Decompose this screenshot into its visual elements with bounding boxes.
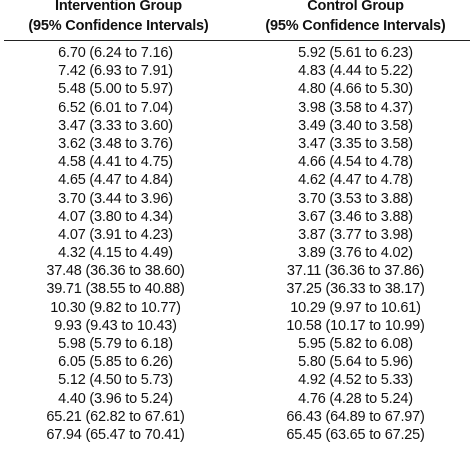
control-value-cell: 3.89 (3.76 to 4.02) bbox=[298, 245, 413, 262]
table-row: 4.65 (4.47 to 4.84) 4.62 (4.47 to 4.78) bbox=[0, 171, 474, 189]
control-value-cell: 5.95 (5.82 to 6.08) bbox=[298, 336, 413, 352]
intervention-value-cell: 65.21 (62.82 to 67.61) bbox=[46, 408, 185, 425]
table-row: 10.30 (9.82 to 10.77) 10.29 (9.97 to 10.6… bbox=[0, 299, 474, 317]
table-row: 3.62 (3.48 to 3.76) 3.47 (3.35 to 3.58) bbox=[0, 135, 474, 153]
control-value-cell: 3.87 (3.77 to 3.98) bbox=[298, 226, 413, 243]
control-value-cell: 3.67 (3.46 to 3.88) bbox=[298, 208, 413, 225]
intervention-value-cell: 4.58 (4.41 to 4.75) bbox=[58, 154, 173, 171]
intervention-value-cell: 5.98 (5.79 to 6.18) bbox=[58, 336, 173, 352]
control-value-cell: 3.47 (3.35 to 3.58) bbox=[298, 135, 413, 152]
table-row: 65.21 (62.82 to 67.61) 66.43 (64.89 to 67… bbox=[0, 408, 474, 426]
table-body: 6.70 (6.24 to 7.16) 5.92 (5.61 to 6.23) 7.… bbox=[0, 44, 474, 444]
control-value-cell: 10.58 (10.17 to 10.99) bbox=[286, 317, 425, 334]
table-row: 6.52 (6.01 to 7.04) 3.98 (3.58 to 4.37) bbox=[0, 99, 474, 117]
control-value-cell: 4.62 (4.47 to 4.78) bbox=[298, 172, 413, 189]
intervention-value-cell: 67.94 (65.47 to 70.41) bbox=[46, 426, 185, 443]
control-header-subtitle: (95% Confidence Intervals) bbox=[265, 18, 446, 34]
table-row: 6.70 (6.24 to 7.16) 5.92 (5.61 to 6.23) bbox=[0, 44, 474, 62]
control-value-cell: 10.29 (9.97 to 10.61) bbox=[290, 299, 421, 316]
table-row: 9.93 (9.43 to 10.43) 10.58 (10.17 to 10.9… bbox=[0, 317, 474, 335]
control-value-cell: 65.45 (63.65 to 67.25) bbox=[286, 426, 425, 443]
intervention-value-cell: 4.40 (3.96 to 5.24) bbox=[58, 390, 173, 407]
table-row: 4.40 (3.96 to 5.24) 4.76 (4.28 to 5.24) bbox=[0, 390, 474, 408]
control-value-cell: 3.70 (3.53 to 3.88) bbox=[298, 190, 413, 207]
table-row: 37.48 (36.36 to 38.60) 37.11 (36.36 to 37… bbox=[0, 262, 474, 280]
intervention-value-cell: 9.93 (9.43 to 10.43) bbox=[54, 317, 177, 334]
control-value-cell: 37.25 (36.33 to 38.17) bbox=[286, 281, 425, 298]
intervention-value-cell: 6.05 (5.85 to 6.26) bbox=[58, 354, 173, 371]
control-value-cell: 4.92 (4.52 to 5.33) bbox=[298, 372, 413, 389]
control-value-cell: 66.43 (64.89 to 67.97) bbox=[286, 408, 425, 425]
intervention-value-cell: 39.71 (38.55 to 40.88) bbox=[46, 281, 185, 298]
table-header: Intervention Group (95% Confidence Inter… bbox=[0, 0, 474, 40]
intervention-value-cell: 3.62 (3.48 to 3.76) bbox=[58, 135, 173, 152]
control-value-cell: 5.92 (5.61 to 6.23) bbox=[298, 45, 413, 61]
control-value-cell: 4.76 (4.28 to 5.24) bbox=[298, 390, 413, 407]
intervention-value-cell: 7.42 (6.93 to 7.91) bbox=[58, 63, 173, 80]
control-value-cell: 3.49 (3.40 to 3.58) bbox=[298, 117, 413, 134]
header-rule bbox=[4, 40, 470, 41]
table-row: 5.48 (5.00 to 5.97) 4.80 (4.66 to 5.30) bbox=[0, 80, 474, 98]
table-row: 5.98 (5.79 to 6.18) 5.95 (5.82 to 6.08) bbox=[0, 335, 474, 353]
control-value-cell: 4.80 (4.66 to 5.30) bbox=[298, 81, 413, 98]
intervention-value-cell: 5.48 (5.00 to 5.97) bbox=[58, 81, 173, 98]
table-row: 4.58 (4.41 to 4.75) 4.66 (4.54 to 4.78) bbox=[0, 153, 474, 171]
table-row: 3.70 (3.44 to 3.96) 3.70 (3.53 to 3.88) bbox=[0, 190, 474, 208]
control-value-cell: 3.98 (3.58 to 4.37) bbox=[298, 99, 413, 116]
intervention-value-cell: 4.07 (3.91 to 4.23) bbox=[58, 226, 173, 243]
intervention-value-cell: 3.70 (3.44 to 3.96) bbox=[58, 190, 173, 207]
intervention-group-header: Intervention Group (95% Confidence Inter… bbox=[0, 0, 237, 36]
intervention-value-cell: 3.47 (3.33 to 3.60) bbox=[58, 117, 173, 134]
table-row: 4.32 (4.15 to 4.49) 3.89 (3.76 to 4.02) bbox=[0, 244, 474, 262]
intervention-value-cell: 37.48 (36.36 to 38.60) bbox=[46, 263, 185, 280]
control-value-cell: 4.66 (4.54 to 4.78) bbox=[298, 154, 413, 171]
table-row: 4.07 (3.91 to 4.23) 3.87 (3.77 to 3.98) bbox=[0, 226, 474, 244]
table-row: 67.94 (65.47 to 70.41) 65.45 (63.65 to 67… bbox=[0, 426, 474, 444]
control-value-cell: 5.80 (5.64 to 5.96) bbox=[298, 354, 413, 371]
intervention-header-subtitle: (95% Confidence Intervals) bbox=[28, 18, 209, 34]
table-row: 4.07 (3.80 to 4.34) 3.67 (3.46 to 3.88) bbox=[0, 208, 474, 226]
intervention-value-cell: 10.30 (9.82 to 10.77) bbox=[50, 299, 181, 316]
table-row: 5.12 (4.50 to 5.73) 4.92 (4.52 to 5.33) bbox=[0, 371, 474, 389]
table-row: 6.05 (5.85 to 6.26) 5.80 (5.64 to 5.96) bbox=[0, 353, 474, 371]
control-group-header: Control Group (95% Confidence Intervals) bbox=[237, 0, 474, 36]
table-row: 39.71 (38.55 to 40.88) 37.25 (36.33 to 38… bbox=[0, 280, 474, 298]
intervention-value-cell: 4.07 (3.80 to 4.34) bbox=[58, 208, 173, 225]
table-row: 7.42 (6.93 to 7.91) 4.83 (4.44 to 5.22) bbox=[0, 62, 474, 80]
intervention-value-cell: 6.70 (6.24 to 7.16) bbox=[58, 45, 173, 61]
intervention-header-title: Intervention Group bbox=[55, 0, 182, 14]
intervention-value-cell: 5.12 (4.50 to 5.73) bbox=[58, 372, 173, 389]
control-value-cell: 37.11 (36.36 to 37.86) bbox=[286, 263, 425, 280]
control-header-title: Control Group bbox=[307, 0, 404, 14]
control-value-cell: 4.83 (4.44 to 5.22) bbox=[298, 63, 413, 80]
intervention-value-cell: 4.65 (4.47 to 4.84) bbox=[58, 172, 173, 189]
intervention-value-cell: 6.52 (6.01 to 7.04) bbox=[58, 99, 173, 116]
table-row: 3.47 (3.33 to 3.60) 3.49 (3.40 to 3.58) bbox=[0, 117, 474, 135]
intervention-value-cell: 4.32 (4.15 to 4.49) bbox=[58, 245, 173, 262]
